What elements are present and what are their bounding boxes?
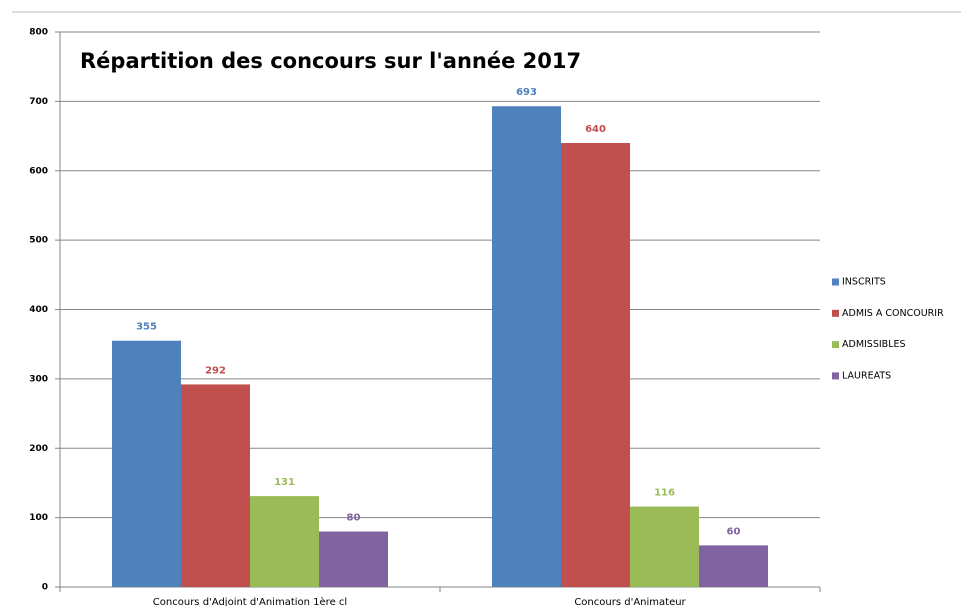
legend-swatch [832, 341, 839, 349]
y-tick-label: 800 [29, 28, 48, 38]
value-label: 640 [585, 124, 606, 135]
bar [699, 545, 768, 587]
bar [561, 143, 630, 587]
legend-swatch [832, 372, 839, 380]
legend-label: ADMISSIBLES [842, 339, 906, 350]
y-tick-label: 500 [29, 236, 48, 246]
value-label: 60 [727, 526, 741, 537]
value-label: 292 [205, 365, 226, 376]
y-tick-label: 400 [29, 305, 48, 315]
bar [630, 506, 699, 587]
y-tick-label: 0 [42, 583, 48, 593]
legend-label: LAUREATS [842, 370, 891, 381]
x-tick-label: Concours d'Adjoint d'Animation 1ère cl [153, 596, 347, 606]
bar [319, 531, 388, 587]
value-label: 80 [347, 513, 361, 524]
x-tick-label: Concours d'Animateur [574, 597, 686, 606]
value-label: 131 [274, 477, 295, 488]
legend-swatch [832, 309, 839, 317]
y-tick-label: 200 [29, 444, 48, 454]
y-tick-label: 300 [29, 374, 48, 384]
legend-label: INSCRITS [842, 277, 886, 288]
value-label: 355 [136, 322, 157, 333]
y-tick-label: 700 [29, 97, 48, 107]
y-tick-label: 600 [29, 166, 48, 176]
value-label: 116 [654, 488, 675, 499]
bar [181, 384, 250, 587]
bar [492, 106, 561, 587]
legend-swatch [832, 278, 839, 286]
bar [112, 340, 181, 587]
y-tick-label: 100 [29, 513, 48, 523]
legend-label: ADMIS A CONCOURIR [842, 308, 944, 319]
chart-title: Répartition des concours sur l'année 201… [80, 49, 581, 73]
bar [250, 496, 319, 587]
value-label: 693 [516, 87, 537, 98]
